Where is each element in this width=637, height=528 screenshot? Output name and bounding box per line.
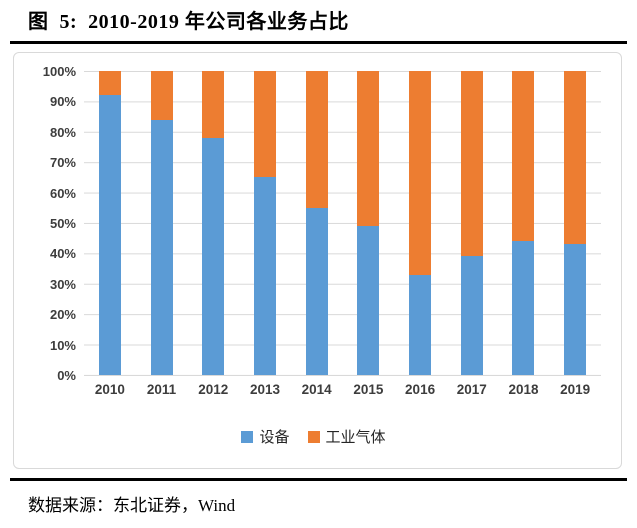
bar-segment — [512, 241, 535, 375]
bar-segment — [409, 71, 432, 275]
x-tick-label: 2018 — [508, 382, 539, 397]
stacked-bar-2012 — [202, 71, 225, 375]
plot-area — [84, 71, 601, 376]
stacked-bar-2011 — [150, 71, 173, 375]
x-tick-label: 2017 — [456, 382, 487, 397]
y-tick-label: 50% — [49, 216, 76, 231]
stacked-bar-2016 — [409, 71, 432, 375]
bar-segment — [150, 119, 173, 375]
y-tick-label: 80% — [49, 124, 76, 140]
x-tick-label: 2012 — [198, 382, 229, 397]
bar-segment — [564, 244, 587, 375]
x-tick-label: 2015 — [353, 382, 384, 397]
bar-segment — [305, 71, 328, 208]
bar-segment — [409, 274, 432, 375]
bar-column — [239, 71, 291, 375]
bar-segment — [202, 71, 225, 138]
y-tick-label: 60% — [49, 185, 76, 201]
stacked-bar-2015 — [357, 71, 380, 375]
x-axis: 2010 2011 2012 2013 2014 2015 2016 2017 2018 2019 — [84, 382, 601, 397]
y-tick-label: 10% — [49, 337, 76, 353]
bar-segment — [305, 207, 328, 375]
bar-column — [498, 71, 550, 375]
legend-swatch-icon — [307, 430, 320, 443]
bar-segment — [98, 71, 121, 96]
bar-segment — [202, 137, 225, 375]
bar-column — [136, 71, 188, 375]
bar-segment — [253, 71, 276, 178]
bar-segment — [460, 256, 483, 375]
bar-column — [84, 71, 136, 375]
bar-segment — [98, 95, 121, 375]
x-tick-label: 2010 — [94, 382, 125, 397]
stacked-bar-2010 — [98, 71, 121, 375]
y-tick-label: 20% — [49, 307, 76, 323]
bar-segment — [253, 177, 276, 375]
chart-legend: 设备 工业气体 — [26, 426, 601, 447]
source-divider — [10, 478, 627, 481]
stacked-bar-2013 — [253, 71, 276, 375]
y-tick-label: 100% — [42, 64, 76, 79]
chart-body: 0% 10% 20% 30% 40% 50% 60% 70% 80% 90% 100% 2010 20… — [26, 64, 601, 397]
x-tick-label: 2016 — [405, 382, 436, 397]
data-source: 数据来源：东北证券，Wind — [28, 495, 236, 515]
y-tick-label: 0% — [57, 368, 76, 383]
stacked-bar-2018 — [512, 71, 535, 375]
bar-column — [549, 71, 601, 375]
legend-swatch-icon — [241, 430, 254, 443]
bar-segment — [357, 71, 380, 227]
bar-segment — [460, 71, 483, 257]
legend-item: 工业气体 — [307, 426, 386, 447]
y-tick-label: 90% — [49, 94, 76, 110]
figure-title: 图 5: 2010-2019 年公司各业务占比 — [28, 11, 349, 33]
bar-column — [187, 71, 239, 375]
bar-column — [291, 71, 343, 375]
plot-wrap: 2010 2011 2012 2013 2014 2015 2016 2017 2018 2019 — [84, 71, 601, 397]
bar-segment — [357, 226, 380, 375]
y-axis: 0% 10% 20% 30% 40% 50% 60% 70% 80% 90% 100% — [26, 64, 84, 383]
x-tick-label: 2011 — [146, 382, 177, 397]
bar-column — [343, 71, 395, 375]
legend-label: 设备 — [259, 429, 290, 446]
y-tick-label: 40% — [49, 246, 76, 262]
legend-item: 设备 — [241, 426, 290, 447]
stacked-bar-2017 — [460, 71, 483, 375]
x-tick-label: 2019 — [560, 382, 591, 397]
bar-column — [446, 71, 498, 375]
bar-segment — [150, 71, 173, 120]
x-tick-label: 2013 — [249, 382, 280, 397]
title-divider — [10, 41, 627, 44]
bar-column — [394, 71, 446, 375]
bar-segment — [564, 71, 587, 245]
stacked-bar-2014 — [305, 71, 328, 375]
legend-label: 工业气体 — [325, 429, 386, 446]
y-tick-label: 70% — [49, 155, 76, 171]
y-tick-label: 30% — [49, 276, 76, 292]
stacked-bar-2019 — [564, 71, 587, 375]
bar-segment — [512, 71, 535, 242]
chart-frame: 0% 10% 20% 30% 40% 50% 60% 70% 80% 90% 100% 2010 20… — [13, 52, 622, 469]
x-tick-label: 2014 — [301, 382, 332, 397]
